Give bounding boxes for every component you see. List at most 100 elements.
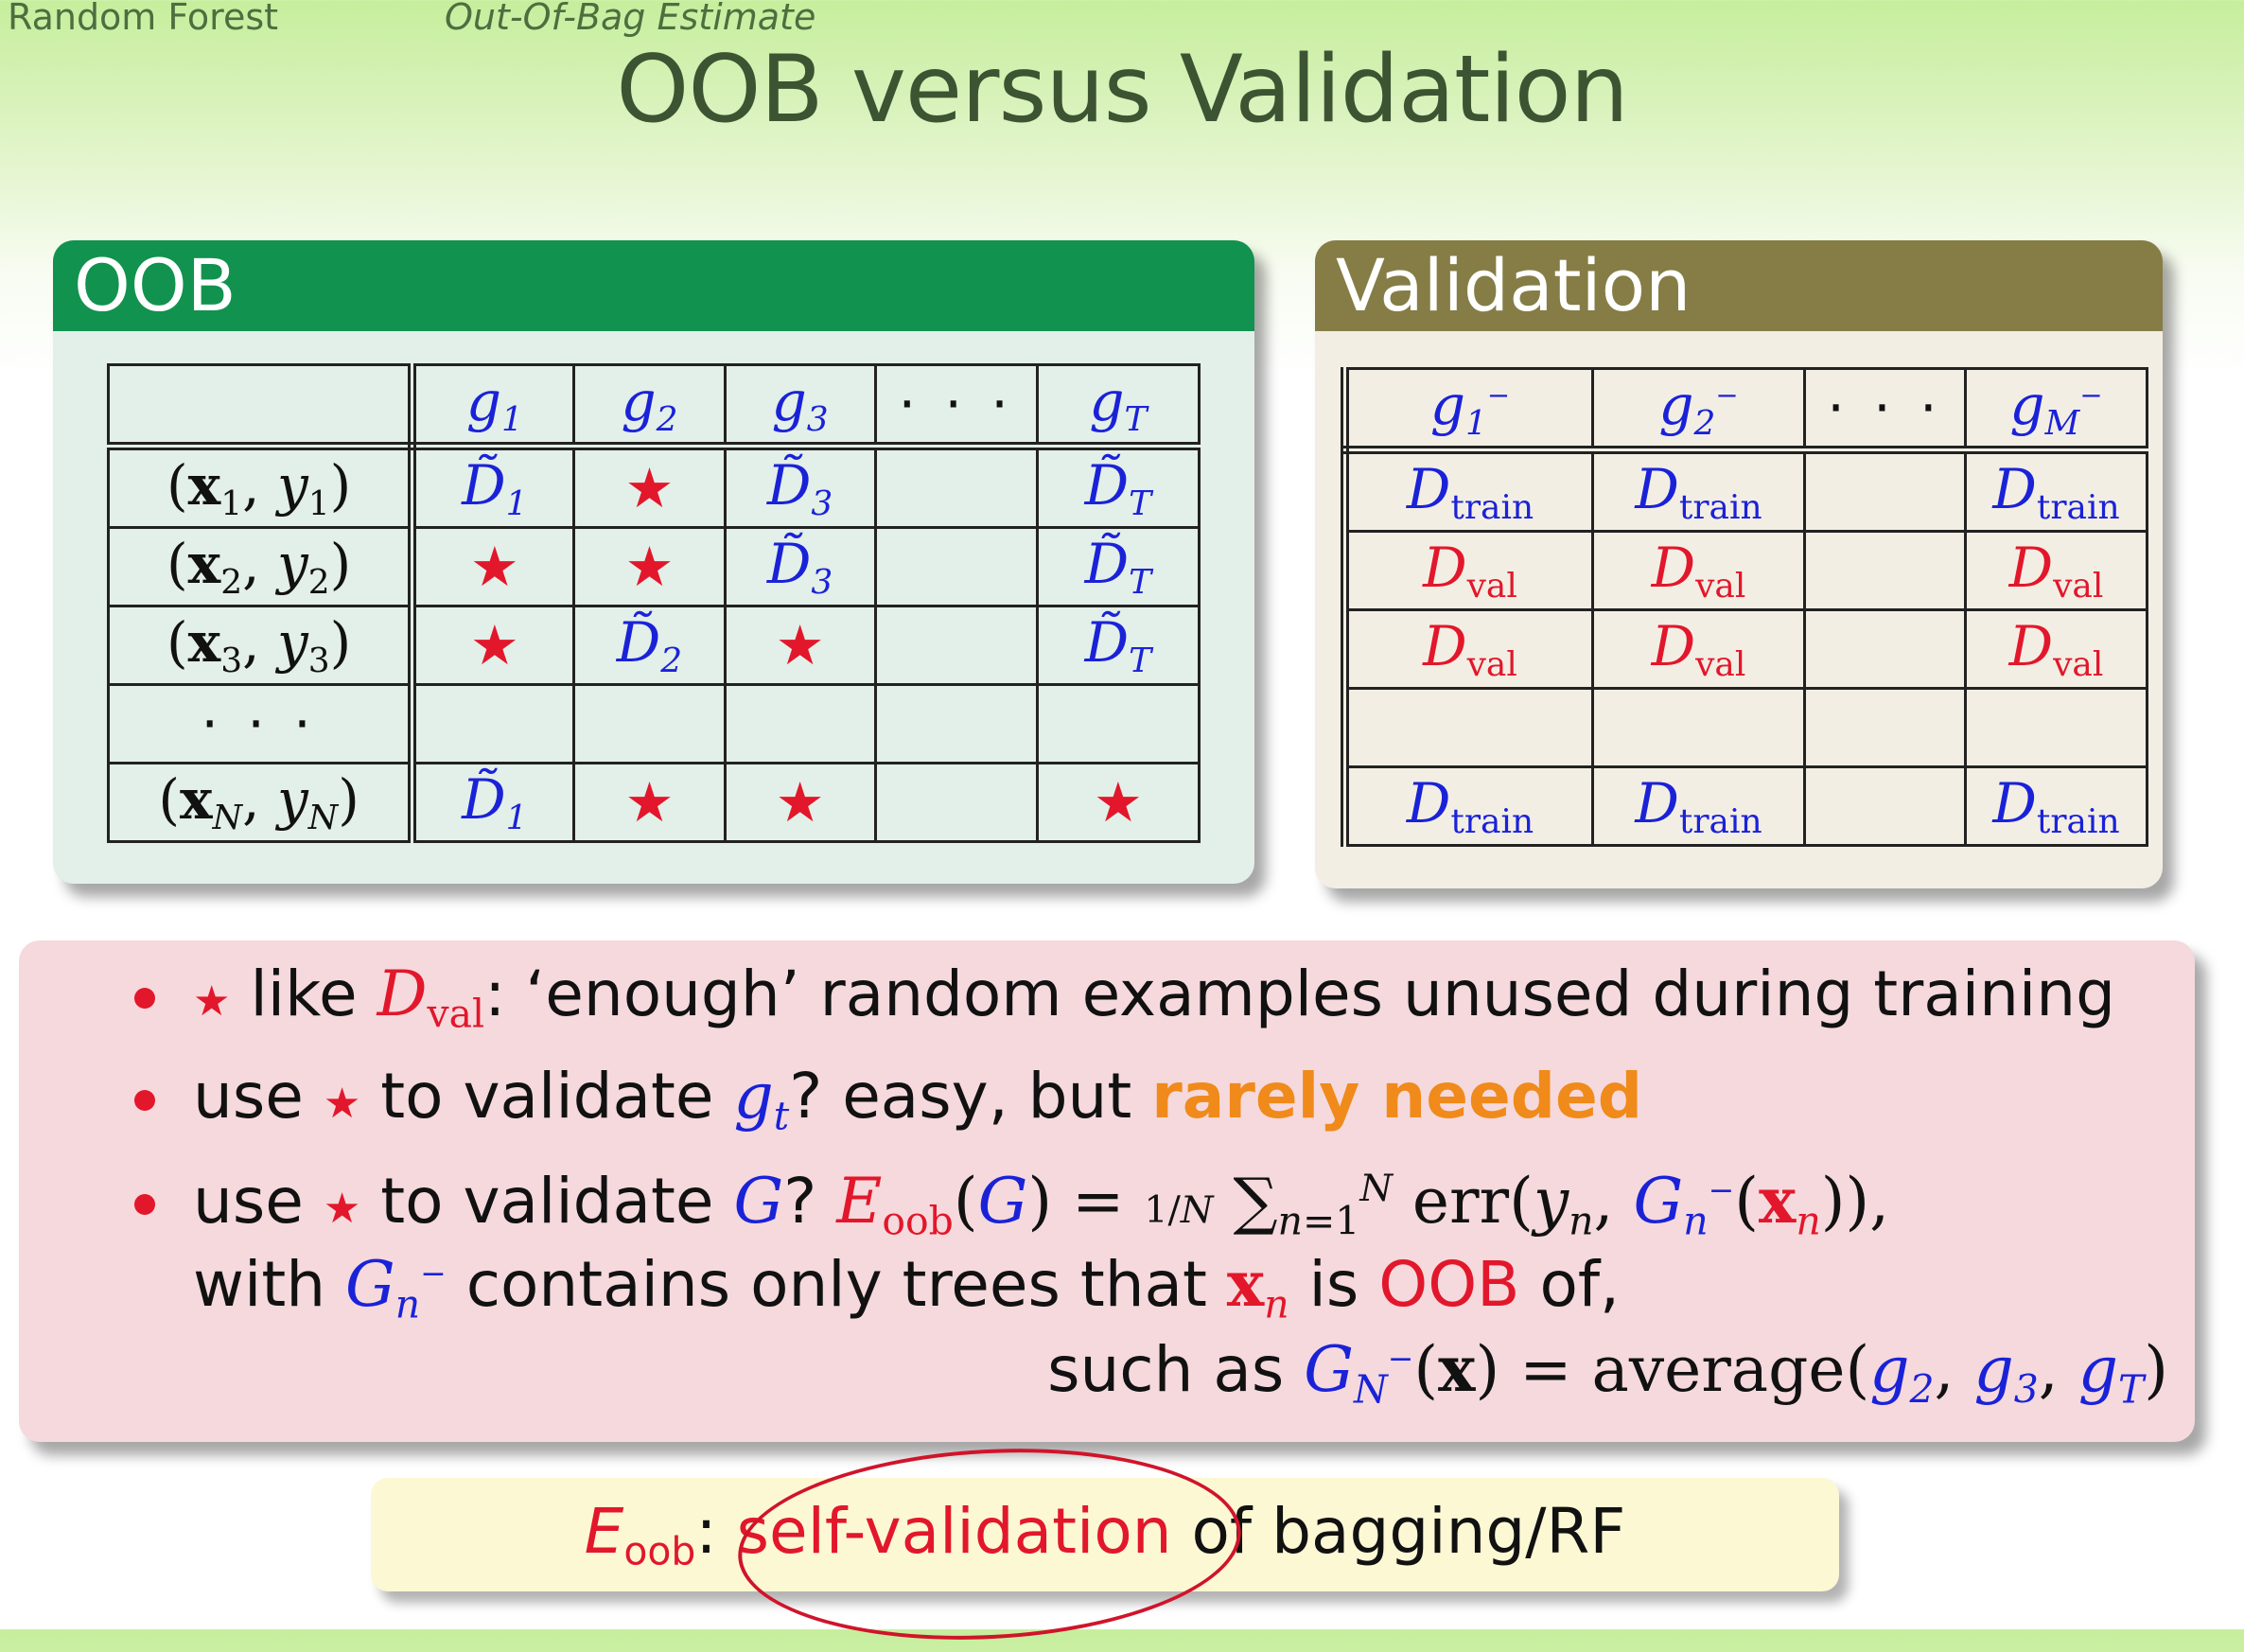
bullet-text: : ‘enough’ random examples unused during… xyxy=(484,958,2115,1030)
table-row: Dval Dval Dval xyxy=(1341,530,2148,611)
oob-cell: D̃2 xyxy=(572,605,727,686)
oob-corner-cell xyxy=(106,363,417,450)
val-cell xyxy=(1803,687,1967,768)
oob-cell xyxy=(411,683,576,764)
row-label: (x1, y1) xyxy=(106,445,417,529)
summary-text: Eoob: self-validation of bagging/RF xyxy=(584,1495,1626,1574)
oob-cell: D̃3 xyxy=(723,445,877,529)
bullet-text: to validate xyxy=(380,1165,714,1238)
table-row: Dtrain Dtrain Dtrain xyxy=(1341,765,2148,847)
star-icon: ★ xyxy=(323,1185,361,1233)
val-cell xyxy=(1964,687,2148,768)
dtrain-cell: Dtrain xyxy=(1341,765,1594,847)
validation-panel: Validation g1− g2− · · · gM− Dtrain Dtra… xyxy=(1315,240,2163,888)
oob-cell: D̃T xyxy=(1035,526,1201,607)
table-row: Dtrain Dtrain Dtrain xyxy=(1341,448,2148,533)
oob-header-row: g1 g2 g3 · · · gT xyxy=(106,363,1201,450)
row-label: (xN, yN) xyxy=(106,762,417,843)
hand-drawn-circle-annotation xyxy=(733,1436,1246,1652)
validation-table: g1− g2− · · · gM− Dtrain Dtrain Dtrain D… xyxy=(1341,367,2148,847)
table-row: (xN, yN) D̃1 ★ ★ ★ xyxy=(106,762,1201,843)
oob-cell xyxy=(572,683,727,764)
oob-cell: D̃T xyxy=(1035,605,1201,686)
gt-symbol: gt xyxy=(733,1060,790,1139)
breadcrumb-subsection: Out-Of-Bag Estimate xyxy=(445,0,816,38)
val-cell xyxy=(1803,765,1967,847)
bullet-2: use ★ to validate gt? easy, but rarely n… xyxy=(133,1060,1643,1139)
dval-cell: Dval xyxy=(1341,608,1594,690)
summary-box: Eoob: self-validation of bagging/RF xyxy=(371,1478,1839,1591)
bullet-text: contains only trees that xyxy=(465,1248,1207,1321)
table-row: Dval Dval Dval xyxy=(1341,608,2148,690)
row-label: (x3, y3) xyxy=(106,605,417,686)
oob-cell xyxy=(873,445,1039,529)
bullet-3: use ★ to validate G? Eoob(G) = 1/N ∑n=1N… xyxy=(133,1164,1890,1244)
oob-cell: D̃1 xyxy=(411,445,576,529)
oob-col-gT: gT xyxy=(1035,363,1201,450)
oob-table: g1 g2 g3 · · · gT (x1, y1) D̃1 ★ D̃3 D̃T… xyxy=(106,363,1201,843)
rarely-needed-highlight: rarely needed xyxy=(1151,1060,1643,1133)
oob-star: ★ xyxy=(572,445,727,529)
xn-symbol: xn xyxy=(1226,1247,1289,1327)
bullet-3-continuation: with Gn− contains only trees that xn is … xyxy=(193,1247,1620,1327)
oob-cell xyxy=(873,605,1039,686)
oob-panel-heading: OOB xyxy=(53,240,1254,331)
Gn-symbol: Gn− xyxy=(345,1248,447,1327)
bullet-text: to validate xyxy=(380,1060,714,1133)
bullet-text: is xyxy=(1308,1248,1359,1321)
val-cell xyxy=(1803,530,1967,611)
page-title: OOB versus Validation xyxy=(616,36,1629,144)
eoob-formula: Eoob(G) = 1/N ∑n=1N err(yn, Gn−(xn)), xyxy=(836,1164,1890,1244)
oob-cell xyxy=(723,683,877,764)
val-col-gM: gM− xyxy=(1964,367,2148,454)
oob-col-g1: g1 xyxy=(411,363,576,450)
oob-star: ★ xyxy=(572,526,727,607)
G-symbol: G xyxy=(733,1165,784,1238)
oob-star: ★ xyxy=(723,605,877,686)
val-cell xyxy=(1803,608,1967,690)
val-cell xyxy=(1803,448,1967,533)
bullet-text: ? easy, but xyxy=(789,1060,1132,1133)
oob-cell xyxy=(873,683,1039,764)
bullet-text: with xyxy=(193,1248,326,1321)
validation-header-row: g1− g2− · · · gM− xyxy=(1341,367,2148,454)
validation-panel-heading: Validation xyxy=(1315,240,2163,331)
bullet-1: ★ like Dval: ‘enough’ random examples un… xyxy=(134,958,2115,1037)
breadcrumb-section: Random Forest xyxy=(8,0,279,38)
oob-cell: D̃T xyxy=(1035,445,1201,529)
bullet-text: of, xyxy=(1539,1248,1621,1321)
dtrain-cell: Dtrain xyxy=(1591,765,1806,847)
val-cell xyxy=(1591,687,1806,768)
bullet-3-example: such as GN−(x) = average(g2, g3, gT) xyxy=(1047,1332,2168,1412)
dval-cell: Dval xyxy=(1964,608,2148,690)
bullet-text: such as xyxy=(1047,1333,1285,1406)
oob-col-ellipsis: · · · xyxy=(873,363,1039,450)
val-col-g1: g1− xyxy=(1341,367,1594,454)
self-validation-highlight: self-validation xyxy=(736,1495,1172,1568)
val-col-ellipsis: · · · xyxy=(1803,367,1967,454)
example-formula: GN−(x) = average(g2, g3, gT) xyxy=(1304,1332,2168,1413)
bullet-text: use xyxy=(193,1060,304,1133)
bullet-text: use xyxy=(193,1165,304,1238)
oob-cell xyxy=(873,526,1039,607)
oob-cell: D̃3 xyxy=(723,526,877,607)
oob-cell xyxy=(1035,683,1201,764)
dtrain-cell: Dtrain xyxy=(1964,765,2148,847)
row-label: · · · xyxy=(106,683,417,764)
table-row: (x1, y1) D̃1 ★ D̃3 D̃T xyxy=(106,445,1201,529)
oob-star: ★ xyxy=(572,762,727,843)
dval-cell: Dval xyxy=(1591,608,1806,690)
table-row: (x2, y2) ★ ★ D̃3 D̃T xyxy=(106,526,1201,607)
dval-symbol: Dval xyxy=(377,958,485,1037)
table-row: (x3, y3) ★ D̃2 ★ D̃T xyxy=(106,605,1201,686)
oob-star: ★ xyxy=(1035,762,1201,843)
dtrain-cell: Dtrain xyxy=(1964,448,2148,533)
row-label: (x2, y2) xyxy=(106,526,417,607)
bullet-text: like xyxy=(250,958,358,1030)
table-row: · · · xyxy=(106,683,1201,764)
dtrain-cell: Dtrain xyxy=(1591,448,1806,533)
oob-col-g3: g3 xyxy=(723,363,877,450)
bullet-text: ? xyxy=(783,1165,817,1238)
star-icon: ★ xyxy=(193,977,231,1026)
oob-cell xyxy=(873,762,1039,843)
